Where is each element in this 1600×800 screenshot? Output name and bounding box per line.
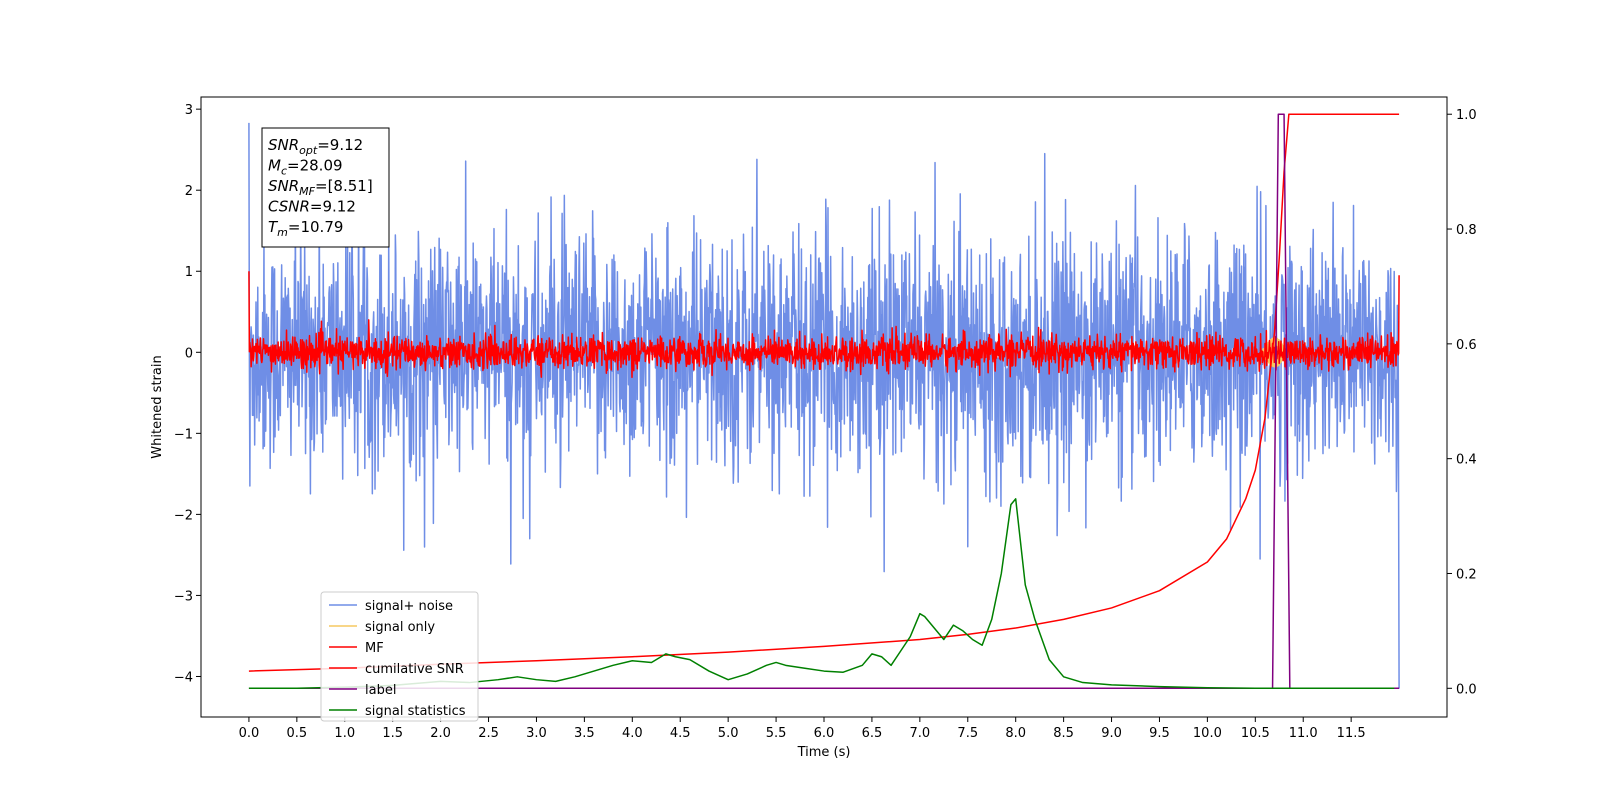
- y-tick-label: −2: [174, 508, 193, 523]
- x-tick-label: 10.0: [1193, 726, 1222, 741]
- x-tick-label: 5.0: [718, 726, 739, 741]
- x-tick-label: 11.5: [1337, 726, 1366, 741]
- annotation-subscript: MF: [299, 185, 315, 198]
- annotation-symbol: SNR: [268, 177, 299, 195]
- y2-tick-label: 1.0: [1456, 108, 1477, 123]
- y-axis-label: Whitened strain: [150, 355, 165, 458]
- x-tick-label: 4.5: [670, 726, 691, 741]
- y-tick-label: 3: [185, 103, 193, 118]
- x-tick-label: 9.0: [1101, 726, 1122, 741]
- legend-label: label: [365, 683, 396, 698]
- series-line-signal-statistics: [248, 498, 1395, 690]
- annotation-line: Mc=28.09: [268, 157, 343, 178]
- x-tick-label: 0.0: [239, 726, 260, 741]
- annotation-symbol: T: [268, 218, 279, 236]
- x-tick-label: 8.0: [1005, 726, 1026, 741]
- x-tick-label: 1.5: [382, 726, 403, 741]
- annotation-subscript: m: [277, 226, 288, 239]
- y2-tick-label: 0.8: [1456, 223, 1477, 238]
- y-tick-label: −3: [174, 589, 193, 604]
- annotation-value: =9.12: [310, 198, 356, 216]
- x-tick-label: 2.0: [430, 726, 451, 741]
- y-tick-label: 1: [185, 265, 193, 280]
- x-tick-label: 4.0: [622, 726, 643, 741]
- annotation-value: =9.12: [317, 136, 363, 154]
- annotation-value: =28.09: [287, 157, 343, 175]
- y2-tick-label: 0.2: [1456, 567, 1477, 582]
- x-tick-label: 5.5: [766, 726, 787, 741]
- annotation-subscript: opt: [299, 144, 318, 157]
- x-tick-label: 2.5: [478, 726, 499, 741]
- y-tick-label: 2: [185, 184, 193, 199]
- x-tick-label: 11.0: [1289, 726, 1318, 741]
- x-tick-label: 0.5: [287, 726, 308, 741]
- x-tick-label: 9.5: [1149, 726, 1170, 741]
- series-line-mf: [248, 271, 1400, 379]
- x-tick-label: 1.0: [334, 726, 355, 741]
- annotation-value: =10.79: [288, 218, 344, 236]
- y-tick-label: −4: [174, 670, 193, 685]
- x-tick-label: 6.0: [814, 726, 835, 741]
- annotation-subscript: c: [281, 165, 287, 178]
- x-tick-label: 7.0: [910, 726, 931, 741]
- x-tick-label: 6.5: [862, 726, 883, 741]
- x-tick-label: 3.0: [526, 726, 547, 741]
- annotation-symbol: M: [268, 157, 281, 175]
- legend-frame: [320, 591, 479, 722]
- legend-label: signal+ noise: [365, 599, 453, 614]
- annotation-line: SNRopt=9.12: [268, 136, 363, 157]
- annotation-line: Tm=10.79: [268, 218, 343, 239]
- y-tick-label: −1: [174, 427, 193, 442]
- x-tick-label: 3.5: [574, 726, 595, 741]
- x-tick-label: 7.5: [957, 726, 978, 741]
- annotation-symbol: CSNR: [268, 198, 310, 216]
- annotation-value: =[8.51]: [315, 177, 373, 195]
- y2-tick-label: 0.4: [1456, 453, 1477, 468]
- legend-label: MF: [365, 641, 384, 656]
- legend: signal+ noise signal only MF cumilative SNR…: [320, 591, 479, 722]
- legend-label: signal only: [365, 620, 435, 635]
- x-tick-label: 8.5: [1053, 726, 1074, 741]
- axes: 0.0 0.5 1.0 1.5 2.0 2.5 3.0 3.5 4.0 4.5 5.0 5.5 6.0 6…: [174, 103, 1477, 741]
- series-line-signal-noise: [248, 122, 1400, 689]
- annotation-symbol: SNR: [268, 136, 299, 154]
- legend-label: cumilative SNR: [365, 662, 464, 677]
- x-axis-label: Time (s): [797, 745, 851, 760]
- legend-label: signal statistics: [365, 704, 466, 719]
- x-tick-label: 10.5: [1241, 726, 1270, 741]
- annotation-frame: [261, 127, 390, 248]
- annotation-line: SNRMF=[8.51]: [268, 177, 373, 198]
- plot-area: [248, 113, 1400, 690]
- y-tick-label: 0: [185, 346, 193, 361]
- y2-tick-label: 0.0: [1456, 682, 1477, 697]
- annotation-line: CSNR=9.12: [268, 198, 356, 216]
- y2-tick-label: 0.6: [1456, 338, 1477, 353]
- annotation-box: SNRopt=9.12Mc=28.09SNRMF=[8.51]CSNR=9.12…: [261, 127, 390, 248]
